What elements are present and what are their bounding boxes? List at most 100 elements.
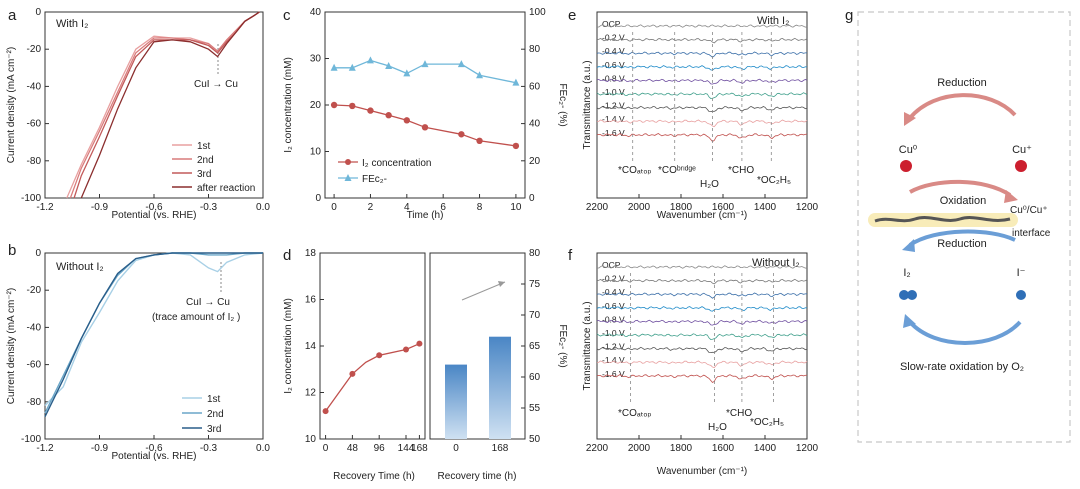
e-spectrum bbox=[596, 24, 808, 28]
c-i2-point bbox=[421, 124, 429, 131]
f-band-label: *OC₂H₅ bbox=[750, 417, 784, 428]
c-xtick-label: 4 bbox=[404, 202, 410, 213]
a-ytick-label: 0 bbox=[35, 7, 41, 18]
f-xtick-label: 2200 bbox=[586, 443, 609, 454]
c-fe-point bbox=[330, 63, 338, 71]
b-legend-label: 1st bbox=[207, 394, 221, 405]
d-right-ytick-label: 50 bbox=[529, 434, 541, 445]
e-band-label: *OC₂H₅ bbox=[757, 175, 791, 186]
c-i2-point bbox=[367, 107, 374, 114]
c-right-ytick-label: 20 bbox=[529, 156, 541, 167]
d-right-ytick-label: 75 bbox=[529, 279, 541, 290]
panel-c-ylabel2: FEᴄ₂- (%) bbox=[557, 83, 568, 126]
e-xtick-label: 1600 bbox=[712, 202, 735, 213]
panel-b-annotation2: (trace amount of I₂ ) bbox=[152, 312, 240, 323]
d-right-ytick-label: 55 bbox=[529, 403, 541, 414]
e-potential-label: -0.2 V bbox=[602, 33, 625, 43]
f-band-label: H₂O bbox=[708, 422, 727, 433]
d-i2-point bbox=[403, 346, 410, 353]
e-xtick-label: 2200 bbox=[586, 202, 609, 213]
c-legend-marker bbox=[344, 174, 352, 181]
panel-f: Without I₂ Wavenumber (cm⁻¹) Transmittan… bbox=[582, 252, 819, 477]
g-i2-atom-1 bbox=[899, 290, 909, 300]
c-legend-label: I₂ concentration bbox=[362, 158, 431, 169]
f-spectrum bbox=[596, 265, 808, 269]
c-ytick-label: 40 bbox=[310, 7, 322, 18]
e-potential-label: -1.0 V bbox=[602, 87, 625, 97]
e-spectrum bbox=[596, 133, 808, 143]
c-ytick-label: 20 bbox=[310, 100, 322, 111]
panel-g: Reduction Cu⁰ Cu⁺ Oxidation Cu⁰/Cu⁺ inte… bbox=[857, 11, 1071, 443]
g-oxidation-arrowhead bbox=[1004, 190, 1018, 203]
f-potential-label: -1.4 V bbox=[602, 355, 625, 365]
b-series-line bbox=[44, 252, 263, 418]
c-xtick-label: 8 bbox=[477, 202, 483, 213]
d-right-ytick-label: 70 bbox=[529, 310, 541, 321]
a-xtick-label: 0.0 bbox=[256, 202, 270, 213]
g-iminus-label: I⁻ bbox=[1017, 267, 1026, 279]
panel-e-ylabel: Transmittance (a.u.) bbox=[582, 60, 593, 149]
a-xtick-label: -0.3 bbox=[200, 202, 218, 213]
d-i2-point bbox=[376, 352, 383, 359]
a-ytick-label: -80 bbox=[27, 156, 42, 167]
b-xtick-label: -0.9 bbox=[91, 443, 109, 454]
c-xtick-label: 2 bbox=[368, 202, 374, 213]
a-ytick-label: -40 bbox=[27, 81, 42, 92]
e-band-label: *COᵇʳᶦᵈᵍᵉ bbox=[658, 165, 696, 176]
panel-e: With I₂ Wavenumber (cm⁻¹) Transmittance … bbox=[582, 11, 819, 221]
f-potential-label: -0.2 V bbox=[602, 274, 625, 284]
f-spectrum bbox=[596, 292, 808, 299]
e-spectrum bbox=[596, 65, 808, 71]
g-iminus-atom bbox=[1016, 290, 1026, 300]
a-legend-label: 3rd bbox=[197, 169, 211, 180]
panel-letter-d: d bbox=[283, 247, 291, 264]
f-potential-label: -1.6 V bbox=[602, 369, 625, 379]
g-cup-atom bbox=[1015, 160, 1027, 172]
e-spectrum bbox=[596, 37, 808, 44]
panel-e-tag: With I₂ bbox=[757, 15, 789, 27]
panel-a-annotation: CuI → Cu bbox=[194, 79, 238, 90]
e-xtick-label: 1400 bbox=[754, 202, 777, 213]
e-band-label: H₂O bbox=[700, 179, 719, 190]
g-cu0-label: Cu⁰ bbox=[899, 144, 918, 156]
e-band-label: *CHO bbox=[728, 165, 754, 176]
g-slow-oxidation-label: Slow-rate oxidation by O₂ bbox=[900, 361, 1024, 373]
g-cu0-atom bbox=[900, 160, 912, 172]
g-reduction-bottom-arrow bbox=[908, 229, 1016, 247]
c-legend-label: FEᴄ₂- bbox=[362, 174, 387, 185]
panel-d-xlabel: Recovery Time (h) bbox=[333, 471, 415, 482]
panel-a-xlabel: Potential (vs. RHE) bbox=[111, 210, 196, 221]
a-legend-label: 1st bbox=[197, 141, 211, 152]
e-potential-label: -0.8 V bbox=[602, 73, 625, 83]
d-xtick-label: 96 bbox=[374, 443, 386, 454]
panel-b-xlabel: Potential (vs. RHE) bbox=[111, 451, 196, 462]
a-xtick-label: -0.6 bbox=[145, 202, 163, 213]
f-spectrum bbox=[596, 346, 808, 354]
b-xtick-label: -1.2 bbox=[36, 443, 54, 454]
c-right-ytick-label: 40 bbox=[529, 119, 541, 130]
c-right-ytick-label: 0 bbox=[529, 193, 535, 204]
panel-letter-e: e bbox=[568, 7, 576, 24]
d-ytick-label: 16 bbox=[305, 295, 317, 306]
d-ytick-label: 14 bbox=[305, 341, 317, 352]
c-legend-marker bbox=[345, 159, 351, 165]
panel-b: Without I₂ CuI → Cu (trace amount of I₂ … bbox=[6, 248, 270, 462]
e-potential-label: OCP bbox=[602, 19, 621, 29]
c-fe-point bbox=[512, 78, 520, 86]
f-potential-label: OCP bbox=[602, 260, 621, 270]
b-ytick-label: -60 bbox=[27, 360, 42, 371]
c-i2-point bbox=[349, 102, 356, 110]
g-i2-atom-2 bbox=[907, 290, 917, 300]
f-spectrum bbox=[596, 360, 808, 369]
b-series-line bbox=[44, 252, 264, 406]
b-legend-label: 3rd bbox=[207, 424, 221, 435]
c-fe-point bbox=[476, 71, 484, 79]
c-ytick-label: 30 bbox=[310, 54, 322, 65]
d-fe-bar bbox=[489, 336, 511, 439]
b-legend-label: 2nd bbox=[207, 409, 224, 420]
d-right-ytick-label: 80 bbox=[529, 248, 541, 259]
d-ytick-label: 12 bbox=[305, 388, 317, 399]
d-right-ytick-label: 60 bbox=[529, 372, 541, 383]
b-ytick-label: -80 bbox=[27, 397, 42, 408]
c-fe-point bbox=[366, 56, 374, 64]
